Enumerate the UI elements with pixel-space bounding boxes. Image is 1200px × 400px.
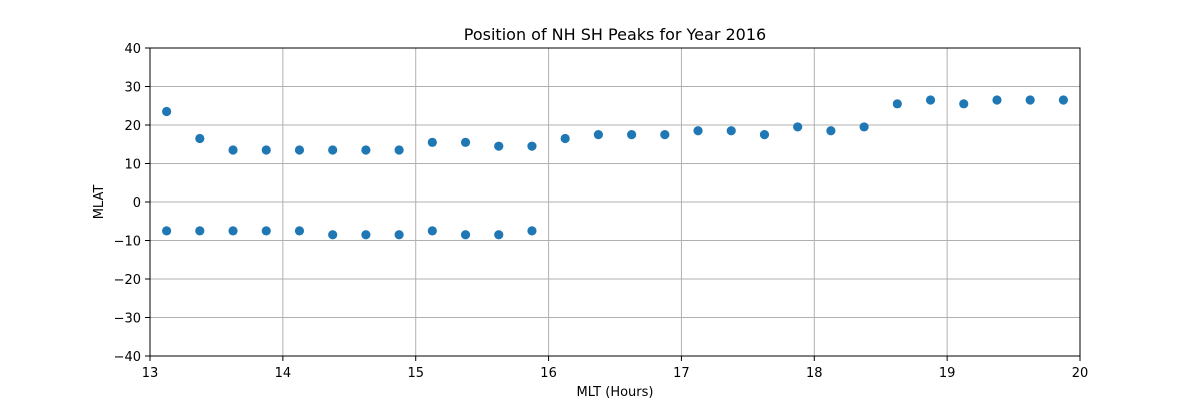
data-point-series-2 xyxy=(460,230,471,240)
data-point-series-1 xyxy=(693,126,703,136)
data-point-series-1 xyxy=(593,130,603,140)
data-point-series-1 xyxy=(627,130,637,140)
x-axis-label: MLT (Hours) xyxy=(577,385,654,400)
data-point-series-1 xyxy=(460,137,471,147)
data-point-series-1 xyxy=(660,130,670,140)
x-tick-label: 18 xyxy=(806,366,823,381)
data-point-series-2 xyxy=(394,230,404,240)
data-point-series-1 xyxy=(560,133,570,144)
data-point-series-2 xyxy=(162,226,172,236)
x-tick-label: 17 xyxy=(673,366,690,381)
data-point-series-1 xyxy=(294,145,305,155)
x-tick-label: 20 xyxy=(1072,366,1089,381)
data-point-series-1 xyxy=(394,145,404,155)
data-point-series-1 xyxy=(361,145,371,155)
data-point-series-2 xyxy=(261,226,271,236)
data-point-series-1 xyxy=(228,145,238,155)
y-axis-label: MLAT xyxy=(92,185,107,220)
data-points xyxy=(162,95,1068,240)
data-point-series-1 xyxy=(494,141,504,151)
y-tick-label: −10 xyxy=(114,235,141,250)
data-point-series-2 xyxy=(228,226,238,236)
data-point-series-1 xyxy=(1058,95,1068,105)
x-tick-label: 16 xyxy=(540,366,557,381)
data-point-series-2 xyxy=(328,230,338,240)
axis-ticks: 13 14 15 16 17 18 19 20 −40 −30 −20 −10 0 10 20 30 40 xyxy=(114,42,1089,381)
data-point-series-2 xyxy=(427,226,437,236)
grid-lines xyxy=(149,47,1081,357)
data-point-series-1 xyxy=(859,122,869,132)
y-tick-label: −40 xyxy=(114,350,141,365)
data-point-series-1 xyxy=(328,145,338,155)
data-point-series-1 xyxy=(1025,95,1035,105)
data-point-series-1 xyxy=(826,126,836,136)
y-tick-label: −20 xyxy=(114,273,141,288)
data-point-series-2 xyxy=(361,230,371,240)
y-tick-label: 30 xyxy=(124,81,141,96)
x-tick-label: 14 xyxy=(275,366,292,381)
x-tick-label: 15 xyxy=(407,366,424,381)
data-point-series-2 xyxy=(527,226,537,236)
data-point-series-1 xyxy=(726,126,736,136)
data-point-series-1 xyxy=(195,133,205,144)
data-point-series-1 xyxy=(925,95,936,105)
data-point-series-1 xyxy=(261,145,271,155)
data-point-series-1 xyxy=(793,122,803,132)
x-tick-label: 13 xyxy=(142,366,159,381)
data-point-series-1 xyxy=(427,137,437,147)
y-tick-label: −30 xyxy=(114,312,141,327)
data-point-series-2 xyxy=(494,230,504,240)
data-point-series-1 xyxy=(162,106,172,117)
y-tick-label: 20 xyxy=(124,119,141,134)
data-point-series-1 xyxy=(992,95,1002,105)
data-point-series-1 xyxy=(759,130,770,140)
x-tick-label: 19 xyxy=(939,366,956,381)
chart-title: Position of NH SH Peaks for Year 2016 xyxy=(464,25,766,44)
data-point-series-2 xyxy=(294,226,305,236)
y-tick-label: 0 xyxy=(133,196,141,211)
y-tick-label: 10 xyxy=(124,158,141,173)
data-point-series-1 xyxy=(892,99,902,109)
data-point-series-1 xyxy=(527,141,537,151)
y-tick-label: 40 xyxy=(124,42,141,57)
data-point-series-2 xyxy=(195,226,205,236)
data-point-series-1 xyxy=(959,99,969,109)
